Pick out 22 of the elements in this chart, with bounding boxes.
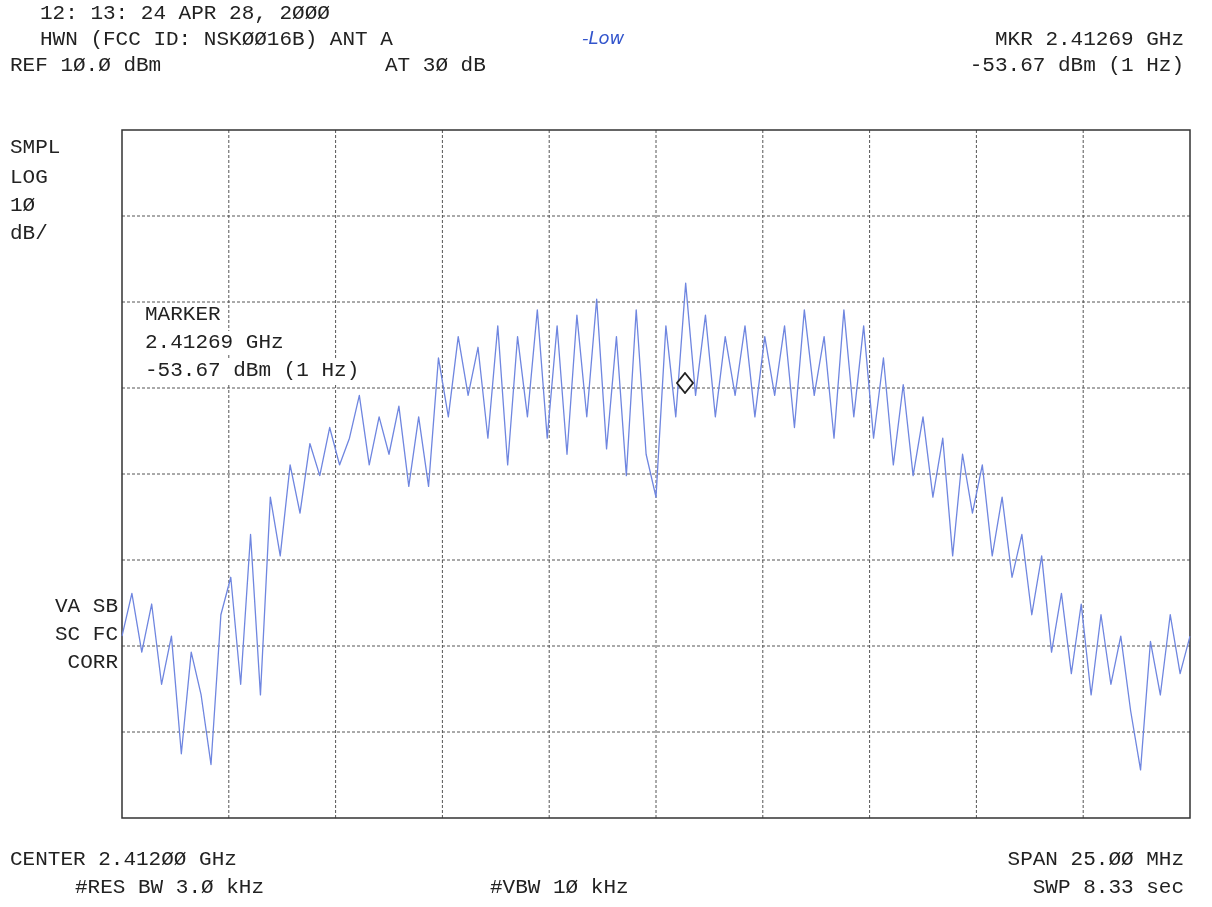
- text: SWP 8.33 sec: [1032, 876, 1184, 900]
- text: 1Ø: [10, 194, 36, 218]
- text: CENTER 2.412ØØ GHz: [10, 848, 237, 872]
- text: SC FC: [54, 623, 118, 647]
- text: SMPL: [10, 136, 61, 160]
- text: SPAN 25.ØØ MHz: [1007, 848, 1184, 872]
- chart-subtitle: HWN (FCC ID: NSKØØ16B) ANT A: [40, 28, 393, 52]
- text: -Low: [582, 26, 625, 50]
- text: #VBW 1Ø kHz: [490, 876, 629, 900]
- text: -53.67 dBm (1 Hz): [969, 54, 1184, 78]
- annotation: 2.41269 GHz: [145, 331, 284, 355]
- text: dB/: [10, 222, 48, 246]
- chart-title: 12: 13: 24 APR 28, 2ØØØ: [40, 2, 330, 26]
- annotation: MARKER: [145, 303, 221, 327]
- text: MKR 2.41269 GHz: [994, 28, 1184, 52]
- text: VA SB: [54, 595, 118, 619]
- text: #RES BW 3.Ø kHz: [75, 876, 265, 900]
- annotation: -53.67 dBm (1 Hz): [145, 359, 360, 383]
- text: REF 1Ø.Ø dBm: [10, 54, 162, 78]
- text: AT 3Ø dB: [385, 54, 486, 78]
- text: LOG: [10, 166, 48, 190]
- text: CORR: [67, 651, 118, 675]
